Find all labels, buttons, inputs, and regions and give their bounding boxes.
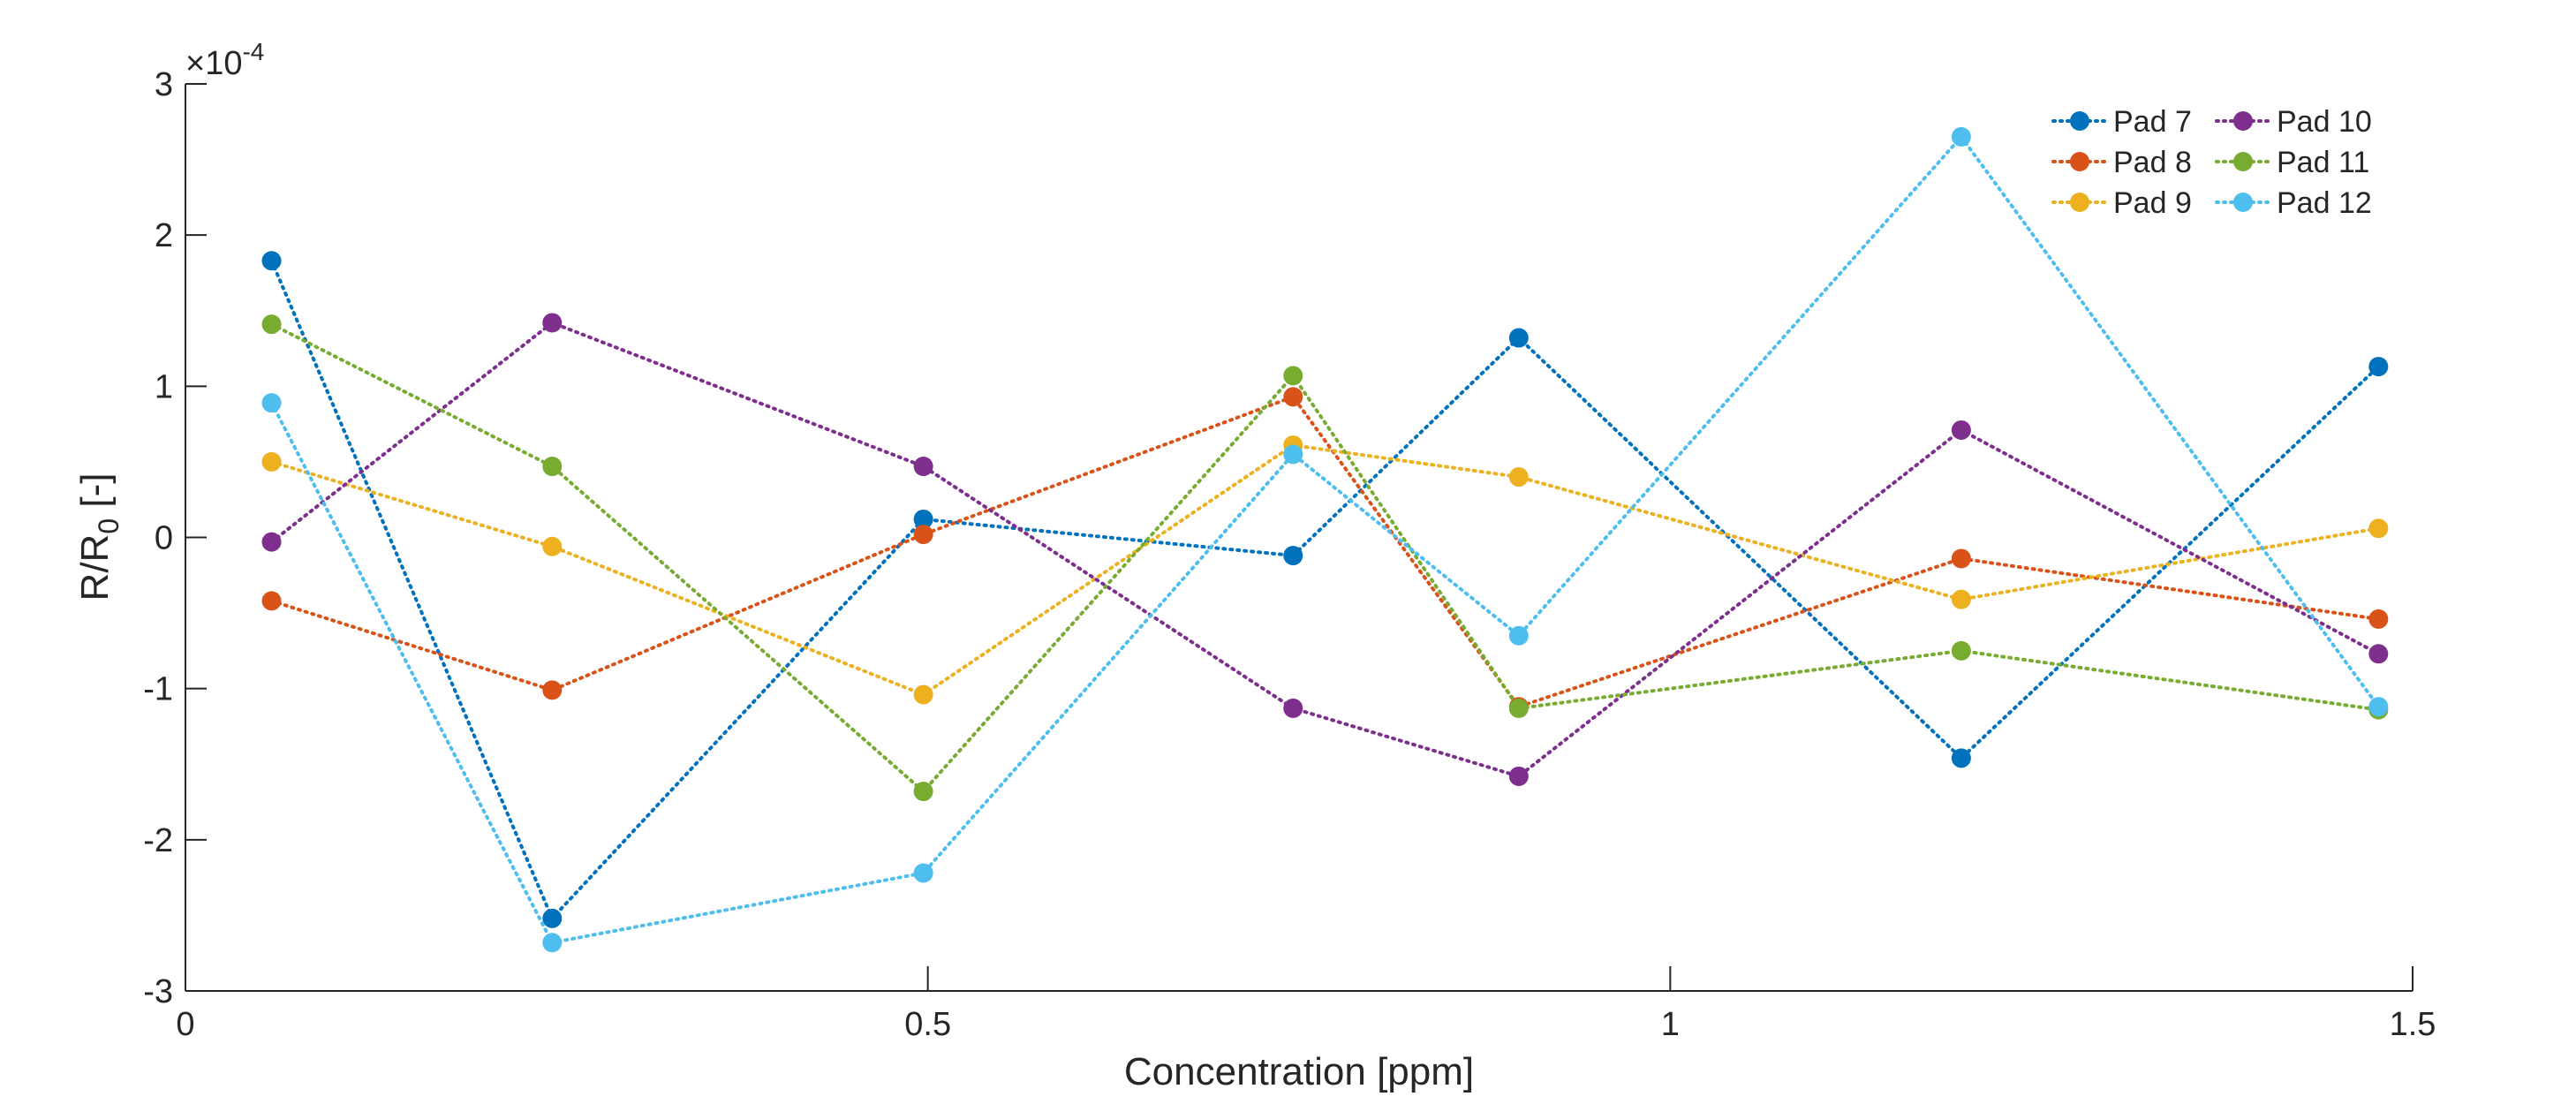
legend-swatch-marker [2233, 111, 2253, 131]
data-point-pad-10 [1283, 698, 1303, 718]
series-layer [261, 126, 2389, 953]
data-point-pad-8 [542, 680, 563, 700]
data-point-pad-8 [1951, 548, 1971, 569]
legend-label: Pad 7 [2113, 105, 2192, 139]
data-point-pad-9 [913, 684, 933, 705]
series-line-pad-7 [269, 259, 2381, 922]
legend: Pad 7 Pad 8 Pad 9 Pad 10 Pad 11 Pad 12 [2051, 105, 2372, 220]
data-point-pad-7 [913, 509, 933, 529]
data-point-pad-7 [1283, 546, 1303, 566]
data-point-pad-8 [2368, 609, 2389, 629]
data-point-pad-12 [1951, 126, 1971, 147]
data-point-pad-9 [542, 536, 563, 556]
y-axis-exponent: ×10-4 [185, 38, 264, 82]
data-point-pad-9 [2368, 518, 2389, 539]
x-tick-label: 1 [1661, 1006, 1680, 1043]
series-line-pad-11 [269, 322, 2381, 794]
y-tick-label: 3 [155, 66, 173, 103]
legend-item-pad-12: Pad 12 [2215, 186, 2372, 220]
y-ticks: -3 -2 -1 0 1 2 3 [143, 66, 207, 1010]
y-tick-label: -1 [143, 671, 173, 708]
legend-swatch-marker [2233, 152, 2253, 171]
data-point-pad-9 [1951, 589, 1971, 609]
y-tick-label: 2 [155, 217, 173, 254]
series-pad-7 [261, 251, 2389, 928]
data-point-pad-7 [1508, 328, 1529, 348]
data-point-pad-8 [1283, 387, 1303, 407]
series-line-pad-8 [269, 394, 2381, 709]
data-point-pad-7 [542, 908, 563, 928]
legend-label: Pad 12 [2277, 186, 2372, 220]
x-tick-label: 1.5 [2390, 1006, 2436, 1043]
data-point-pad-8 [261, 591, 282, 611]
x-axis-label: Concentration [ppm] [1124, 1050, 1474, 1093]
axes [185, 84, 2413, 992]
x-ticks: 0 0.5 1 1.5 [176, 966, 2436, 1043]
y-tick-label: 0 [155, 520, 173, 557]
data-point-pad-11 [1283, 366, 1303, 386]
data-point-pad-12 [542, 933, 563, 953]
data-point-pad-10 [1508, 766, 1529, 786]
legend-label: Pad 8 [2113, 146, 2192, 179]
x-tick-label: 0.5 [904, 1006, 951, 1043]
data-point-pad-12 [2368, 697, 2389, 717]
series-pad-12 [261, 126, 2389, 953]
legend-item-pad-9: Pad 9 [2051, 186, 2192, 220]
data-point-pad-9 [1508, 467, 1529, 488]
y-axis-label: R/R0 [-] [73, 473, 125, 601]
data-point-pad-7 [1951, 748, 1971, 768]
legend-item-pad-10: Pad 10 [2215, 105, 2372, 139]
data-point-pad-10 [542, 313, 563, 333]
series-pad-9 [261, 435, 2389, 705]
data-point-pad-11 [1508, 698, 1529, 718]
series-line-pad-12 [269, 133, 2381, 945]
legend-item-pad-8: Pad 8 [2051, 146, 2192, 179]
data-point-pad-9 [261, 451, 282, 472]
data-point-pad-10 [2368, 644, 2389, 664]
legend-item-pad-7: Pad 7 [2051, 105, 2192, 139]
series-line-pad-10 [269, 321, 2381, 779]
legend-item-pad-11: Pad 11 [2215, 146, 2369, 179]
series-pad-8 [261, 387, 2389, 717]
legend-label: Pad 11 [2277, 146, 2369, 179]
data-point-pad-11 [913, 782, 933, 802]
y-tick-label: -2 [143, 822, 173, 859]
data-point-pad-10 [1951, 420, 1971, 440]
data-point-pad-7 [261, 251, 282, 271]
data-point-pad-10 [261, 532, 282, 552]
data-point-pad-12 [1508, 625, 1529, 646]
y-tick-label: 1 [155, 368, 173, 405]
data-point-pad-11 [542, 457, 563, 477]
data-point-pad-12 [913, 863, 933, 883]
y-tick-label: -3 [143, 973, 173, 1010]
x-tick-label: 0 [176, 1006, 194, 1043]
data-point-pad-11 [1951, 640, 1971, 661]
legend-swatch-marker [2070, 111, 2089, 131]
legend-label: Pad 9 [2113, 186, 2192, 220]
legend-swatch-marker [2070, 193, 2089, 212]
series-pad-10 [261, 313, 2389, 786]
data-point-pad-12 [261, 393, 282, 413]
legend-swatch-marker [2233, 193, 2253, 212]
data-point-pad-7 [2368, 357, 2389, 377]
data-point-pad-11 [261, 314, 282, 335]
data-point-pad-10 [913, 457, 933, 477]
legend-swatch-marker [2070, 152, 2089, 171]
legend-label: Pad 10 [2277, 105, 2372, 139]
data-point-pad-12 [1283, 444, 1303, 465]
data-point-pad-8 [913, 525, 933, 545]
